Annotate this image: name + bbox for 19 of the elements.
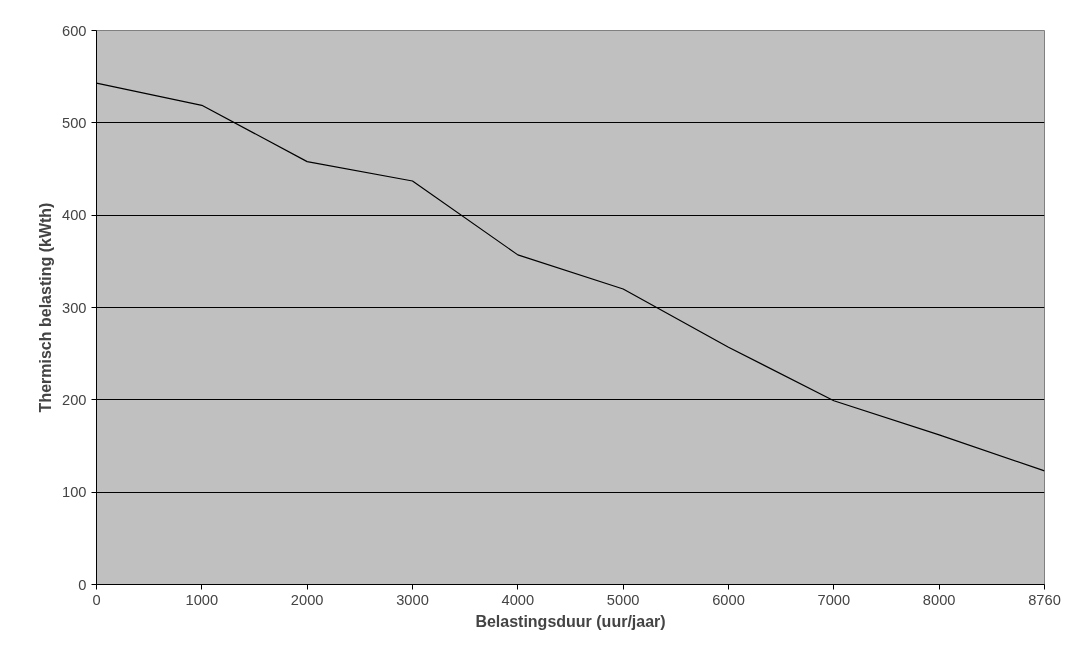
y-tick-label: 400 bbox=[62, 207, 87, 224]
y-tick-label: 600 bbox=[62, 22, 87, 39]
y-tick-label: 100 bbox=[62, 484, 87, 501]
x-tick-label: 7000 bbox=[817, 591, 851, 608]
y-axis-title: Thermisch belasting (kWth) bbox=[37, 202, 55, 413]
x-tick-label: 3000 bbox=[396, 591, 429, 608]
x-tick-label: 1000 bbox=[185, 591, 219, 608]
y-tick-label: 500 bbox=[62, 114, 87, 131]
x-tick-label: 0 bbox=[92, 591, 101, 608]
x-tick-label: 5000 bbox=[606, 591, 640, 608]
y-tick-label: 0 bbox=[78, 576, 87, 593]
x-tick-label: 8760 bbox=[1028, 591, 1061, 608]
x-axis-title: Belastingsduur (uur/jaar) bbox=[475, 612, 666, 630]
y-tick-label: 200 bbox=[62, 391, 87, 408]
y-tick-label: 300 bbox=[62, 299, 87, 316]
x-tick-label: 4000 bbox=[501, 591, 535, 608]
x-tick-label: 6000 bbox=[712, 591, 745, 608]
x-tick-label: 2000 bbox=[290, 591, 324, 608]
x-tick-label: 8000 bbox=[922, 591, 956, 608]
